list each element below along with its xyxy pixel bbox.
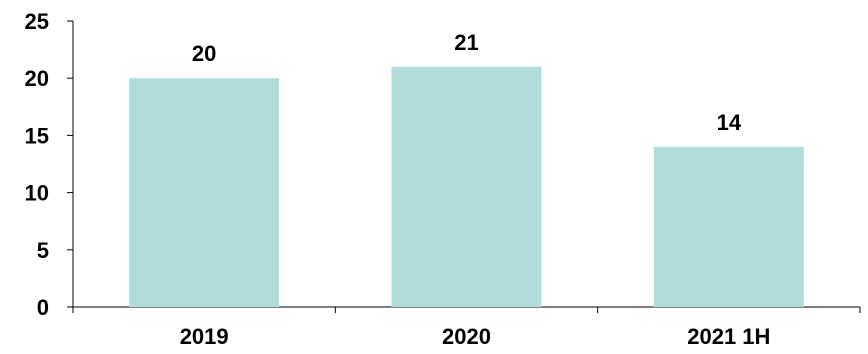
- x-category-label: 2020: [442, 324, 491, 349]
- y-tick-label: 10: [25, 181, 49, 206]
- x-category-label: 2021 1H: [687, 324, 770, 349]
- bar-value-label: 14: [717, 110, 742, 135]
- data-labels: 20 21 14: [192, 30, 742, 135]
- bar-value-label: 21: [454, 30, 478, 55]
- x-axis: 2019 2020 2021 1H: [72, 306, 861, 349]
- bar-2021-1h: [653, 146, 804, 307]
- bar-value-label: 20: [192, 41, 216, 66]
- y-tick-label: 0: [37, 295, 49, 320]
- x-category-label: 2019: [180, 324, 229, 349]
- y-tick-label: 15: [25, 123, 49, 148]
- y-tick-label: 20: [25, 66, 49, 91]
- bar-2019: [129, 78, 280, 307]
- y-tick-label: 5: [37, 238, 49, 263]
- y-axis: 0 5 10 15 20 25: [25, 9, 74, 320]
- bars: [129, 66, 804, 307]
- bar-2020: [391, 66, 542, 307]
- y-tick-label: 25: [25, 9, 49, 34]
